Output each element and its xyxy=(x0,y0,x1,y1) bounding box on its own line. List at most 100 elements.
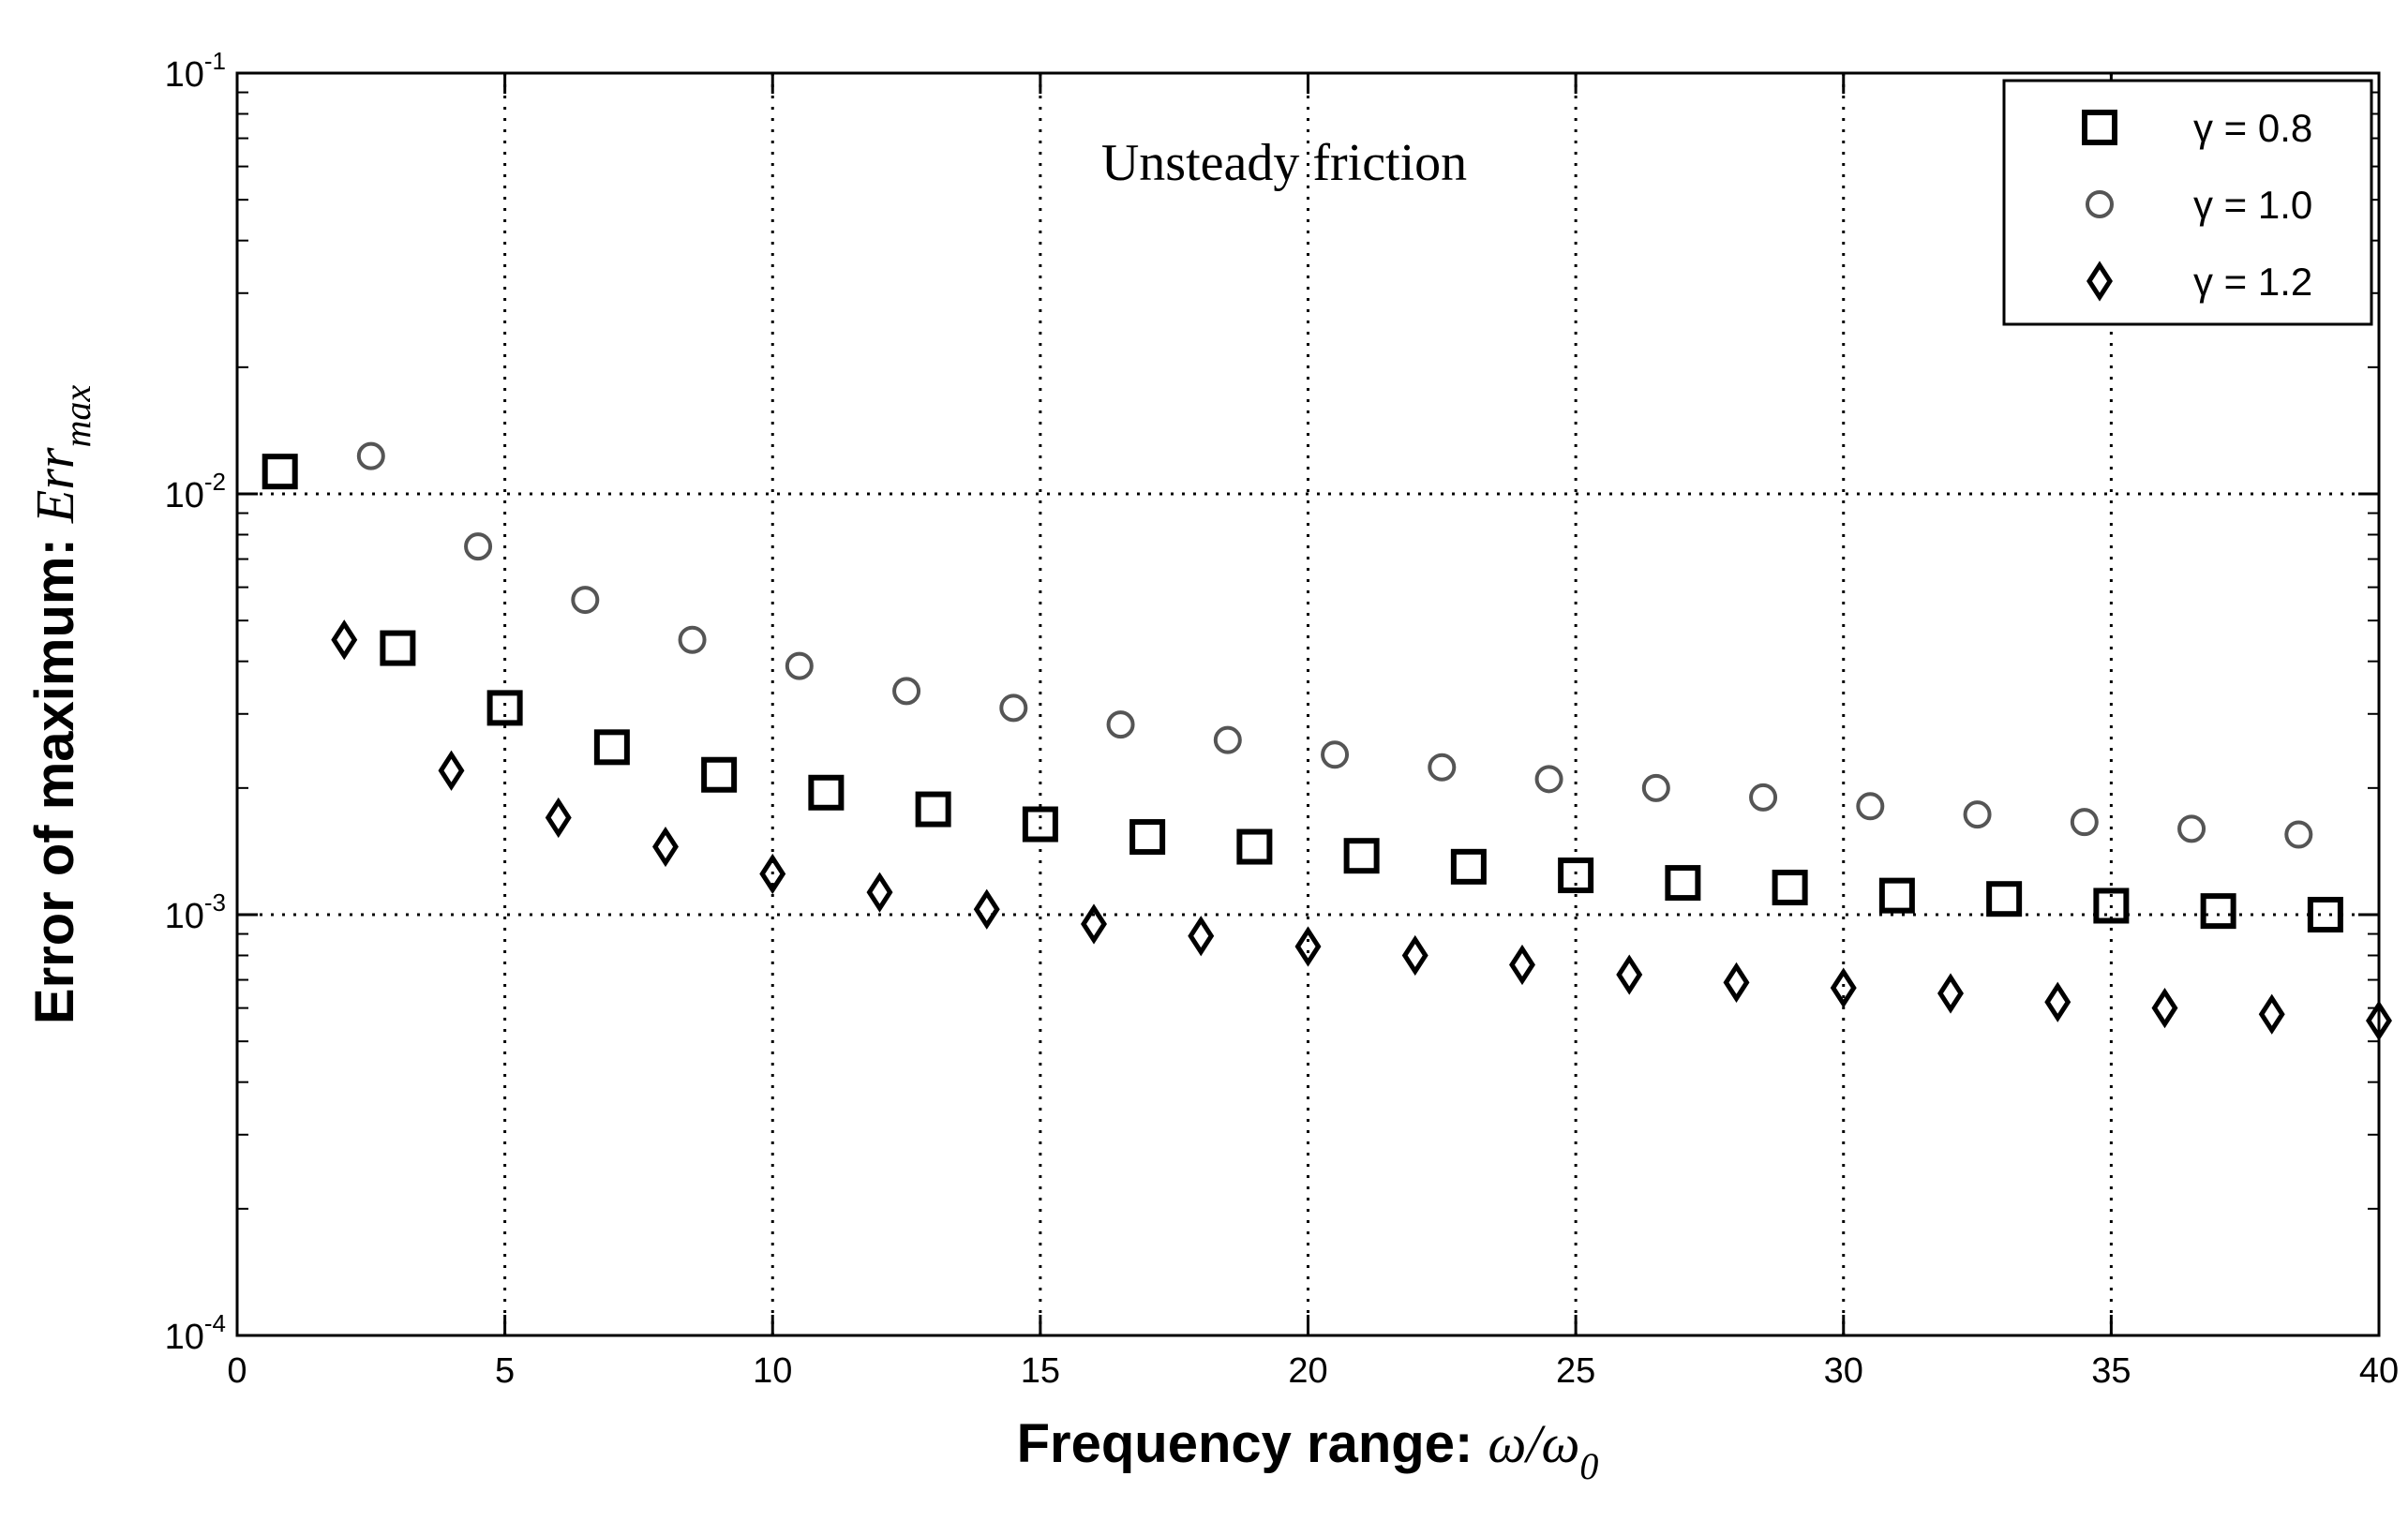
data-point-circle xyxy=(571,586,600,615)
data-point-square xyxy=(808,774,845,811)
data-point-square xyxy=(1343,838,1380,874)
data-point-circle xyxy=(892,677,921,706)
x-tick-label: 25 xyxy=(1556,1351,1595,1391)
grid xyxy=(237,73,2379,1335)
annotation-unsteady-friction: Unsteady friction xyxy=(1101,134,1467,192)
data-point-square xyxy=(1558,857,1594,894)
y-tick-base: 10 xyxy=(165,1318,204,1357)
data-point-circle xyxy=(1534,765,1563,794)
y-axis-label: Error of maximum: Errmax xyxy=(24,385,98,1024)
data-point-diamond xyxy=(866,872,893,913)
data-point-square xyxy=(486,690,523,726)
series-diamond xyxy=(331,619,2392,1041)
data-point-diamond xyxy=(438,750,465,791)
data-point-circle xyxy=(785,651,814,680)
data-point-square xyxy=(1022,806,1058,843)
x-tick-label: 10 xyxy=(753,1351,792,1391)
data-point-circle xyxy=(1321,740,1350,769)
data-point-circle xyxy=(2070,808,2099,837)
y-axis-label-subscript: max xyxy=(56,385,98,448)
data-point-square xyxy=(1129,819,1166,856)
y-axis-label-math: Err xyxy=(24,447,85,524)
data-point-circle xyxy=(1749,783,1778,812)
series-square xyxy=(262,454,2343,932)
x-tick-label: 30 xyxy=(1824,1351,1863,1391)
y-tick-exponent: -3 xyxy=(204,888,226,917)
legend-box xyxy=(2002,79,2373,326)
data-point-diamond xyxy=(2366,1000,2392,1041)
data-point-diamond xyxy=(759,853,786,895)
data-point-square xyxy=(1986,881,2023,917)
y-axis-label-text: Error of maximum: xyxy=(24,523,85,1024)
data-point-circle xyxy=(2177,814,2206,843)
y-tick-label: 10-3 xyxy=(165,888,226,936)
x-axis-label-text: Frequency range: xyxy=(1017,1413,1488,1474)
data-point-square xyxy=(2307,897,2343,932)
data-point-square xyxy=(915,791,951,828)
y-tick-base: 10 xyxy=(165,55,204,95)
y-tick-exponent: -2 xyxy=(204,468,226,496)
y-tick-base: 10 xyxy=(165,476,204,515)
y-tick-label: 10-4 xyxy=(165,1309,226,1357)
data-point-diamond xyxy=(2044,981,2071,1022)
x-tick-label: 0 xyxy=(227,1351,247,1391)
legend-label: γ = 0.8 xyxy=(2193,106,2312,150)
data-point-circle xyxy=(2284,820,2313,849)
data-point-diamond xyxy=(652,826,679,868)
legend-marker-diamond xyxy=(2086,261,2113,302)
data-point-diamond xyxy=(545,797,572,839)
legend-label: γ = 1.2 xyxy=(2193,260,2312,304)
data-point-square xyxy=(1450,848,1487,885)
data-point-diamond xyxy=(1294,926,1322,967)
data-point-square xyxy=(1665,865,1701,902)
data-point-diamond xyxy=(331,619,358,661)
data-point-circle xyxy=(1963,800,1992,829)
x-axis-label-math: ω/ω xyxy=(1488,1413,1579,1474)
data-point-square xyxy=(1772,870,1808,906)
data-point-square xyxy=(1878,877,1915,914)
data-point-diamond xyxy=(1723,962,1750,1003)
y-tick-exponent: -4 xyxy=(204,1309,226,1337)
y-tick-base: 10 xyxy=(165,897,204,936)
data-point-diamond xyxy=(1188,916,1215,957)
x-tick-label: 5 xyxy=(495,1351,515,1391)
data-point-circle xyxy=(464,532,493,561)
data-point-square xyxy=(593,729,630,766)
data-point-square xyxy=(380,630,416,666)
x-axis-label-subscript: 0 xyxy=(1579,1445,1598,1487)
y-tick-label: 10-1 xyxy=(165,47,226,95)
data-point-diamond xyxy=(2151,988,2178,1029)
x-tick-label: 20 xyxy=(1288,1351,1327,1391)
data-point-circle xyxy=(1641,773,1670,802)
data-point-square xyxy=(2093,887,2130,924)
data-point-diamond xyxy=(1081,903,1107,945)
data-point-square xyxy=(262,454,298,490)
data-point-diamond xyxy=(1830,967,1857,1008)
legend-label: γ = 1.0 xyxy=(2193,183,2312,227)
data-point-diamond xyxy=(973,888,1000,930)
x-axis-label: Frequency range: ω/ω0 xyxy=(1017,1413,1599,1487)
data-point-circle xyxy=(1428,753,1457,782)
data-point-circle xyxy=(356,441,385,470)
data-point-circle xyxy=(999,693,1028,723)
data-point-square xyxy=(701,756,738,793)
data-point-circle xyxy=(1106,710,1135,739)
data-point-diamond xyxy=(1401,934,1428,977)
x-tick-label: 35 xyxy=(2091,1351,2131,1391)
x-tick-label: 40 xyxy=(2359,1351,2399,1391)
data-point-diamond xyxy=(1937,973,1964,1014)
data-point-square xyxy=(2200,893,2236,930)
legend-marker-circle xyxy=(2086,190,2114,218)
data-point-circle xyxy=(678,625,707,654)
legend-marker-square xyxy=(2082,110,2117,145)
y-tick-exponent: -1 xyxy=(204,47,226,75)
data-point-circle xyxy=(1856,792,1885,821)
data-point-diamond xyxy=(2258,993,2285,1035)
data-point-square xyxy=(1236,828,1273,865)
data-point-diamond xyxy=(1509,944,1535,986)
data-points xyxy=(262,441,2392,1041)
data-point-diamond xyxy=(1616,954,1643,995)
x-tick-label: 15 xyxy=(1021,1351,1060,1391)
